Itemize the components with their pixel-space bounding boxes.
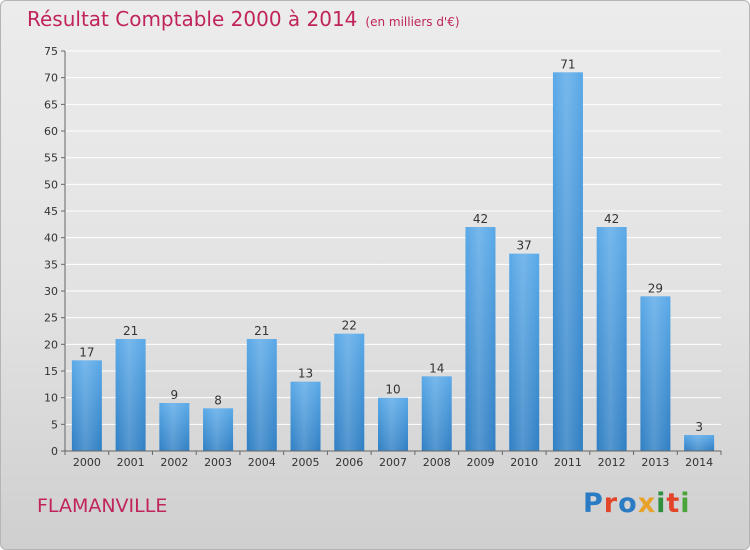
x-tick-label: 2007 — [379, 456, 407, 469]
bar-highlight — [334, 333, 365, 451]
bar-highlight — [465, 227, 496, 451]
y-tick-label: 5 — [51, 418, 58, 431]
y-tick-label: 15 — [44, 365, 58, 378]
y-axis: 0 5 10 15 20 25 30 35 40 45 50 55 60 65 70 75 — [44, 45, 66, 458]
bar-highlight — [159, 403, 190, 451]
x-tick-label: 2014 — [685, 456, 713, 469]
x-tick-label: 2000 — [73, 456, 101, 469]
town-name: FLAMANVILLE — [37, 495, 168, 517]
bar-value-label: 3 — [695, 420, 703, 434]
y-tick-label: 70 — [44, 72, 58, 85]
bar-highlight — [115, 339, 146, 451]
bar-highlight — [246, 339, 277, 451]
y-tick-label: 0 — [51, 445, 58, 458]
y-tick-label: 75 — [44, 45, 58, 58]
bar-highlight — [684, 435, 715, 451]
bar-value-label: 42 — [604, 212, 619, 226]
bar-value-label: 14 — [429, 361, 444, 375]
chart-title-text: Résultat Comptable 2000 à 2014 — [27, 7, 358, 31]
y-tick-label: 45 — [44, 205, 58, 218]
y-tick-label: 30 — [44, 285, 58, 298]
y-tick-label: 40 — [44, 232, 58, 245]
chart-title: Résultat Comptable 2000 à 2014 (en millie… — [27, 7, 460, 31]
bar-value-label: 9 — [171, 388, 179, 402]
bar-highlight — [509, 253, 540, 451]
bar-value-label: 21 — [254, 324, 269, 338]
bar-highlight — [71, 360, 102, 451]
bar-value-label: 22 — [342, 319, 357, 333]
bar-highlight — [378, 397, 408, 451]
x-tick-label: 2002 — [160, 456, 188, 469]
bar-value-label: 21 — [123, 324, 138, 338]
bar-value-label: 37 — [517, 239, 532, 253]
bar-value-label: 17 — [79, 345, 94, 359]
y-tick-label: 35 — [44, 258, 58, 271]
bar-highlight — [552, 72, 583, 451]
bar-value-label: 10 — [385, 383, 400, 397]
bars: 17 21 9 8 21 13 22 10 14 42 37 71 42 29 3 — [71, 57, 715, 451]
bar-value-label: 29 — [648, 281, 663, 295]
bar-highlight — [421, 376, 452, 451]
x-tick-label: 2001 — [117, 456, 145, 469]
bar-highlight — [640, 296, 671, 451]
bar-highlight — [596, 227, 627, 451]
y-tick-label: 55 — [44, 152, 58, 165]
x-tick-label: 2003 — [204, 456, 232, 469]
x-tick-label: 2013 — [641, 456, 669, 469]
x-tick-label: 2009 — [466, 456, 494, 469]
x-tick-label: 2006 — [335, 456, 363, 469]
x-tick-label: 2004 — [248, 456, 276, 469]
bar-value-label: 13 — [298, 367, 313, 381]
chart-subtitle: (en milliers d'€) — [365, 15, 460, 29]
x-tick-label: 2011 — [554, 456, 582, 469]
bar-value-label: 42 — [473, 212, 488, 226]
y-tick-label: 65 — [44, 98, 58, 111]
x-tick-label: 2010 — [510, 456, 538, 469]
y-tick-label: 20 — [44, 338, 58, 351]
bar-highlight — [290, 381, 321, 451]
x-tick-label: 2008 — [423, 456, 451, 469]
x-tick-label: 2012 — [598, 456, 626, 469]
x-tick-label: 2005 — [292, 456, 320, 469]
y-tick-label: 25 — [44, 312, 58, 325]
y-tick-label: 60 — [44, 125, 58, 138]
proxiti-logo[interactable]: Proxiti — [583, 488, 691, 519]
y-tick-label: 10 — [44, 392, 58, 405]
x-axis: 2000 2001 2002 2003 2004 2005 2006 2007 2008 2009… — [64, 450, 722, 469]
bar-value-label: 8 — [214, 393, 222, 407]
bar-highlight — [203, 408, 234, 451]
bar-value-label: 71 — [560, 57, 575, 71]
y-tick-label: 50 — [44, 178, 58, 191]
